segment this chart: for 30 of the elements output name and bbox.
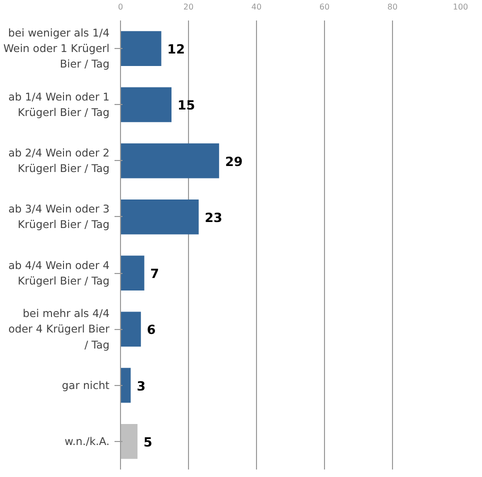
y-tick-label: ab 2/4 Wein oder 2 Krügerl Bier / Tag [8,146,110,176]
x-tick-label: 80 [387,2,398,12]
y-tick-label: ab 4/4 Wein oder 4 Krügerl Bier / Tag [8,258,110,288]
data-label: 23 [204,210,222,225]
x-tick-label: 100 [452,2,468,12]
bar [120,87,172,122]
y-tick-label: ab 3/4 Wein oder 3 Krügerl Bier / Tag [8,202,110,232]
bar [120,143,220,178]
bar [120,200,199,234]
x-tick-label: 0 [118,2,124,12]
y-tick-label: w.n./k.A. [64,434,110,448]
bar [120,424,138,459]
data-label: 15 [178,98,196,113]
x-tick-label: 20 [183,2,194,12]
data-label: 6 [146,322,156,338]
bar [120,312,141,347]
y-tick-label: ab 1/4 Wein oder 1 Krügerl Bier / Tag [8,90,110,119]
y-tick-label: bei weniger als 1/4 Wein oder 1 Krügerl Bier / Tag [3,26,110,71]
data-label: 29 [225,154,243,169]
bar [120,368,131,403]
x-tick-label: 60 [319,2,330,12]
y-tick-label: gar nicht [62,378,110,392]
bar [120,31,162,66]
data-label: 7 [150,266,160,282]
x-tick-label: 40 [251,2,262,12]
y-tick-label: bei mehr als 4/4 oder 4 Krügerl Bier / Tag [8,307,110,352]
data-label: 5 [144,434,152,450]
bar [120,256,144,290]
data-label: 12 [167,42,185,57]
data-label: 3 [136,378,146,394]
